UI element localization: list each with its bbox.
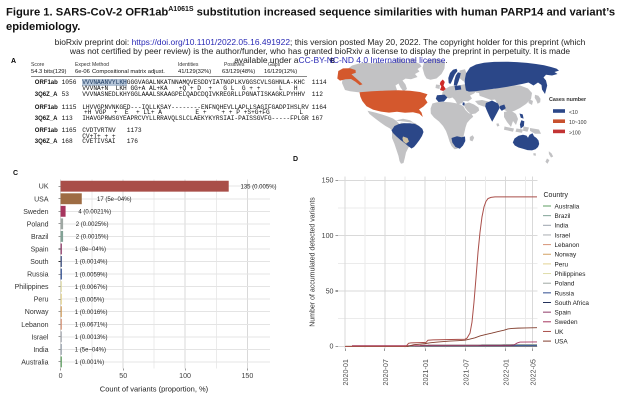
svg-text:1 (0.0013%): 1 (0.0013%)	[75, 335, 108, 341]
svg-text:1 (0.001%): 1 (0.001%)	[75, 360, 104, 366]
svg-text:India: India	[555, 223, 569, 230]
svg-text:10~100: 10~100	[569, 120, 587, 126]
svg-text:Lebanon: Lebanon	[21, 322, 48, 329]
svg-text:USA: USA	[555, 339, 569, 346]
svg-text:India: India	[33, 347, 48, 354]
svg-text:Spain: Spain	[555, 310, 572, 317]
svg-text:50: 50	[119, 372, 127, 380]
svg-text:B: B	[330, 58, 335, 65]
svg-text:150: 150	[241, 372, 253, 380]
svg-text:1 (0.0059%): 1 (0.0059%)	[75, 272, 108, 278]
svg-text:2021-01: 2021-01	[421, 359, 430, 385]
svg-text:2021-07: 2021-07	[461, 359, 470, 385]
svg-text:Count of variants (proportion,: Count of variants (proportion, %)	[100, 385, 209, 394]
svg-text:2022-05: 2022-05	[528, 359, 537, 385]
svg-text:Sweden: Sweden	[555, 319, 579, 326]
svg-text:Israel: Israel	[31, 334, 49, 341]
svg-text:1 (0.0016%): 1 (0.0016%)	[75, 310, 108, 316]
svg-text:Peru: Peru	[555, 261, 569, 268]
svg-text:Australia: Australia	[21, 359, 48, 366]
svg-text:Country: Country	[544, 192, 569, 199]
svg-text:South: South	[30, 259, 48, 266]
svg-text:2022-01: 2022-01	[502, 359, 511, 385]
svg-text:>100: >100	[569, 130, 581, 136]
svg-text:1 (5e−04%): 1 (5e−04%)	[75, 348, 106, 354]
svg-text:Cases number: Cases number	[549, 97, 587, 103]
svg-text:UK: UK	[555, 329, 565, 336]
svg-text:<10: <10	[569, 110, 578, 116]
svg-text:Poland: Poland	[27, 221, 49, 228]
svg-text:Peru: Peru	[34, 297, 49, 304]
svg-text:D: D	[293, 156, 298, 163]
svg-text:2020-07: 2020-07	[381, 359, 390, 385]
svg-text:100: 100	[179, 372, 191, 380]
svg-text:Spain: Spain	[31, 246, 49, 253]
svg-text:Number of accumulated detected: Number of accumulated detected variants	[310, 197, 317, 327]
svg-text:4 (0.0021%): 4 (0.0021%)	[78, 210, 111, 216]
svg-text:Norway: Norway	[555, 252, 577, 259]
svg-text:100: 100	[322, 232, 334, 240]
svg-text:USA: USA	[34, 196, 49, 203]
svg-text:Australia: Australia	[555, 203, 580, 210]
svg-text:1 (0.0014%): 1 (0.0014%)	[75, 260, 108, 266]
svg-text:C: C	[13, 170, 18, 177]
svg-text:2 (0.0025%): 2 (0.0025%)	[76, 222, 109, 228]
svg-text:Russia: Russia	[555, 290, 575, 297]
svg-text:150: 150	[322, 177, 334, 185]
svg-text:0: 0	[330, 343, 334, 351]
svg-text:0: 0	[59, 372, 63, 380]
svg-text:1 (0.0067%): 1 (0.0067%)	[75, 285, 108, 291]
svg-text:2 (0.0015%): 2 (0.0015%)	[76, 235, 109, 241]
svg-text:UK: UK	[39, 184, 49, 191]
svg-text:2020-01: 2020-01	[341, 359, 350, 385]
svg-text:Norway: Norway	[25, 309, 49, 316]
svg-text:Lebanon: Lebanon	[555, 242, 580, 249]
svg-text:1 (0.0671%): 1 (0.0671%)	[75, 322, 108, 328]
svg-text:Russia: Russia	[27, 272, 49, 279]
svg-text:17 (5e−04%): 17 (5e−04%)	[97, 197, 132, 203]
svg-text:Brazil: Brazil	[555, 213, 571, 220]
svg-text:Philippines: Philippines	[15, 284, 49, 291]
svg-text:Poland: Poland	[555, 281, 575, 288]
svg-text:50: 50	[326, 287, 334, 295]
svg-text:South Africa: South Africa	[555, 300, 590, 307]
svg-text:Sweden: Sweden	[23, 209, 48, 216]
svg-text:Brazil: Brazil	[31, 234, 49, 241]
svg-text:Philippines: Philippines	[555, 271, 586, 278]
svg-text:1 (8e−04%): 1 (8e−04%)	[75, 247, 106, 253]
svg-text:135 (0.005%): 135 (0.005%)	[241, 184, 277, 190]
svg-text:Israel: Israel	[555, 232, 571, 239]
svg-text:1 (0.005%): 1 (0.005%)	[75, 297, 104, 303]
